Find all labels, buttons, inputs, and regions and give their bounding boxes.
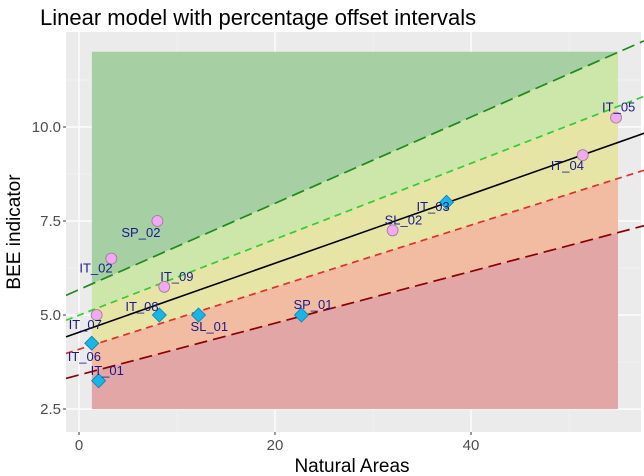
x-tick-label: 0 — [75, 437, 83, 454]
point-label: SL_01 — [191, 319, 229, 334]
point-circle — [386, 224, 399, 237]
line-plusminus-25pct — [65, 40, 644, 297]
point-circle — [90, 309, 103, 321]
band-10-to-25 — [91, 52, 619, 311]
point-circle — [151, 215, 164, 227]
y-axis-title: BEE indicator — [4, 174, 25, 290]
band-within-10 — [91, 106, 619, 346]
point-label: IT_06 — [68, 349, 101, 364]
x-tick-label: 40 — [463, 437, 480, 454]
point-label: IT_05 — [602, 100, 635, 115]
axis-ticks: 2.5 5.0 7.5 10.0 0 20 40 — [32, 119, 480, 454]
point-label: IT_04 — [551, 158, 584, 173]
point-circle — [610, 111, 622, 124]
x-axis-title: Natural Areas — [294, 456, 409, 476]
chart-title: Linear model with percentage offset inte… — [40, 5, 476, 30]
y-tick-label: 10.0 — [32, 119, 61, 136]
point-label: SL_02 — [385, 212, 423, 227]
point-circle — [576, 149, 589, 162]
point-diamond — [84, 335, 100, 351]
band-below-25 — [91, 232, 618, 410]
point-label: IT_03 — [417, 199, 450, 214]
point-diamond — [438, 194, 455, 210]
point-diamond — [190, 307, 207, 323]
point-label: IT_01 — [91, 363, 124, 378]
bands — [91, 51, 619, 410]
point-circle — [105, 252, 118, 265]
point-label: SP_01 — [293, 297, 332, 312]
line-minus-10pct — [65, 169, 644, 355]
line-model — [65, 132, 644, 338]
point-diamond — [151, 307, 167, 323]
x-tick-label: 20 — [267, 437, 284, 454]
model-lines — [65, 40, 644, 380]
point-label: IT_02 — [79, 261, 112, 276]
point-label: IT_09 — [160, 269, 193, 284]
line-plusminus-10pct — [65, 95, 644, 322]
point-circle — [158, 280, 171, 293]
y-tick-label: 7.5 — [40, 213, 61, 230]
point-label: IT_08 — [125, 299, 158, 314]
point-diamond — [91, 373, 107, 389]
point-label: SP_02 — [121, 225, 160, 240]
point-diamond — [293, 307, 310, 323]
y-tick-label: 5.0 — [40, 307, 61, 324]
band-minus-10-to-25 — [91, 178, 619, 372]
point-label: IT_07 — [69, 317, 102, 332]
points: IT_07 IT_02 SP_02 IT_09 SL_02 IT_04 IT_05 IT_06… — [68, 100, 635, 389]
y-tick-label: 2.5 — [40, 401, 61, 418]
line-minus-25pct — [65, 224, 644, 380]
